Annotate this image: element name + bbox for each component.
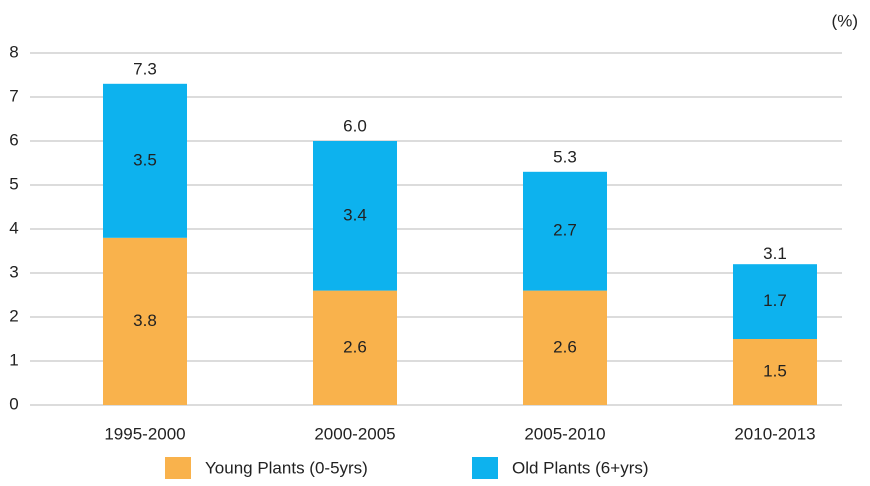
total-label: 3.1 [763, 244, 787, 263]
segment-label: 1.5 [763, 361, 787, 380]
x-tick-label: 2005-2010 [524, 424, 605, 443]
bar-segment [733, 264, 817, 339]
legend-swatch [165, 457, 191, 479]
segment-label: 3.8 [133, 311, 157, 330]
y-tick-label: 3 [9, 262, 18, 281]
x-tick-label: 2010-2013 [734, 424, 815, 443]
y-tick-label: 5 [9, 174, 18, 193]
y-tick-label: 1 [9, 350, 18, 369]
total-label: 5.3 [553, 147, 577, 166]
y-tick-label: 8 [9, 42, 18, 61]
legend-label: Young Plants (0-5yrs) [205, 458, 368, 477]
bar-segment [733, 339, 817, 405]
segment-label: 3.4 [343, 205, 367, 224]
y-tick-label: 6 [9, 130, 18, 149]
bar-segment [313, 290, 397, 405]
legend-swatch [472, 457, 498, 479]
segment-label: 1.7 [763, 291, 787, 310]
bar-segment [523, 171, 607, 291]
x-tick-label: 2000-2005 [314, 424, 395, 443]
y-tick-label: 0 [9, 394, 18, 413]
bar-segment [313, 141, 397, 291]
y-axis-unit: (%) [832, 11, 858, 30]
y-tick-label: 7 [9, 86, 18, 105]
segment-label: 3.5 [133, 150, 157, 169]
bar-segment [523, 290, 607, 405]
total-label: 7.3 [133, 59, 157, 78]
x-tick-label: 1995-2000 [104, 424, 185, 443]
y-tick-label: 2 [9, 306, 18, 325]
segment-label: 2.6 [343, 337, 367, 356]
total-label: 6.0 [343, 116, 367, 135]
segment-label: 2.6 [553, 337, 577, 356]
legend-label: Old Plants (6+yrs) [512, 458, 649, 477]
y-tick-label: 4 [9, 218, 18, 237]
bar-segment [103, 237, 187, 405]
bar-segment [103, 83, 187, 238]
segment-label: 2.7 [553, 221, 577, 240]
